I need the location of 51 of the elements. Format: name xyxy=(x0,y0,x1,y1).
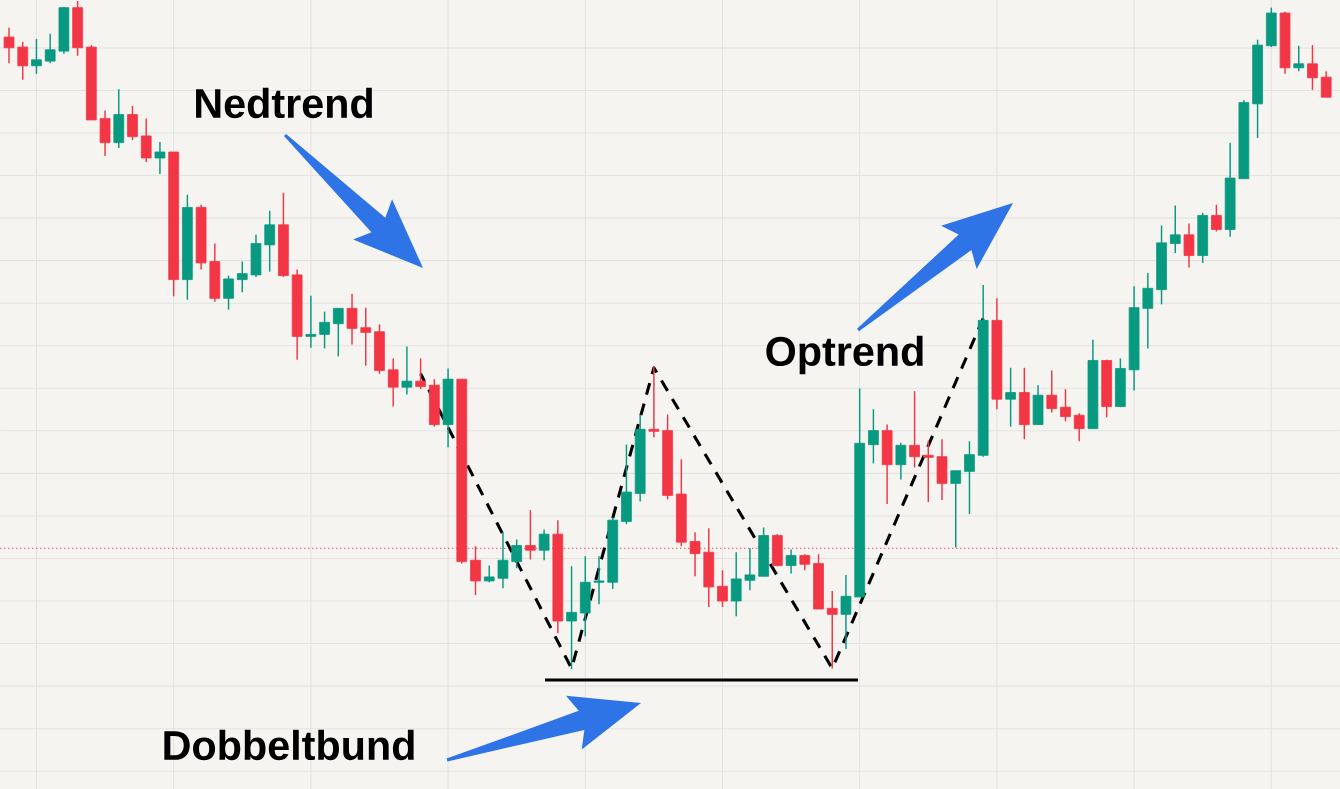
candlestick xyxy=(3,26,15,64)
candlestick xyxy=(470,545,481,596)
candlestick xyxy=(730,551,742,618)
candlestick xyxy=(140,117,152,163)
candlestick xyxy=(909,390,920,469)
candlestick xyxy=(415,357,426,390)
candlestick xyxy=(1060,388,1071,422)
candlestick xyxy=(648,365,660,439)
candlestick xyxy=(1293,45,1305,72)
candlestick xyxy=(401,345,413,396)
candlestick xyxy=(1005,367,1016,428)
candlestick xyxy=(950,469,962,549)
candlestick xyxy=(497,531,509,590)
candlestick xyxy=(387,357,399,408)
candlestick xyxy=(236,260,248,294)
candlestick xyxy=(785,548,797,575)
candlestick xyxy=(44,32,56,64)
candlestick xyxy=(154,141,166,175)
candlestick xyxy=(31,38,42,75)
candlestick xyxy=(895,441,907,481)
candlestick xyxy=(1320,70,1332,98)
candlestick xyxy=(264,210,276,273)
candlestick xyxy=(1046,369,1058,414)
candlestick xyxy=(1307,44,1318,91)
candlestick xyxy=(1183,222,1195,269)
candlestick xyxy=(17,41,29,81)
candlestick xyxy=(319,310,330,350)
candlestick xyxy=(511,538,523,569)
candlestick xyxy=(744,547,756,592)
candlestick xyxy=(332,307,344,358)
candlestick xyxy=(346,292,358,346)
candlestick xyxy=(1142,272,1154,350)
candlestick xyxy=(717,569,728,608)
candlestick xyxy=(223,274,234,311)
candlestick xyxy=(826,590,838,670)
annotation: Optrend xyxy=(766,335,923,375)
text: Dobbeltbund xyxy=(164,729,414,761)
candlestick xyxy=(922,439,934,503)
candlestick xyxy=(1211,204,1222,233)
candlestick xyxy=(964,440,975,515)
candlestick xyxy=(593,555,605,606)
candlestick xyxy=(566,565,577,670)
candlestick xyxy=(1169,204,1181,254)
candlestick xyxy=(305,294,317,349)
annotation: Nedtrend xyxy=(196,87,372,119)
candlestick xyxy=(127,105,138,141)
candlestick xyxy=(840,574,852,650)
candlestick xyxy=(1073,412,1085,443)
candlestick xyxy=(538,528,550,561)
candlestick xyxy=(360,306,372,367)
candlestick xyxy=(868,408,879,465)
